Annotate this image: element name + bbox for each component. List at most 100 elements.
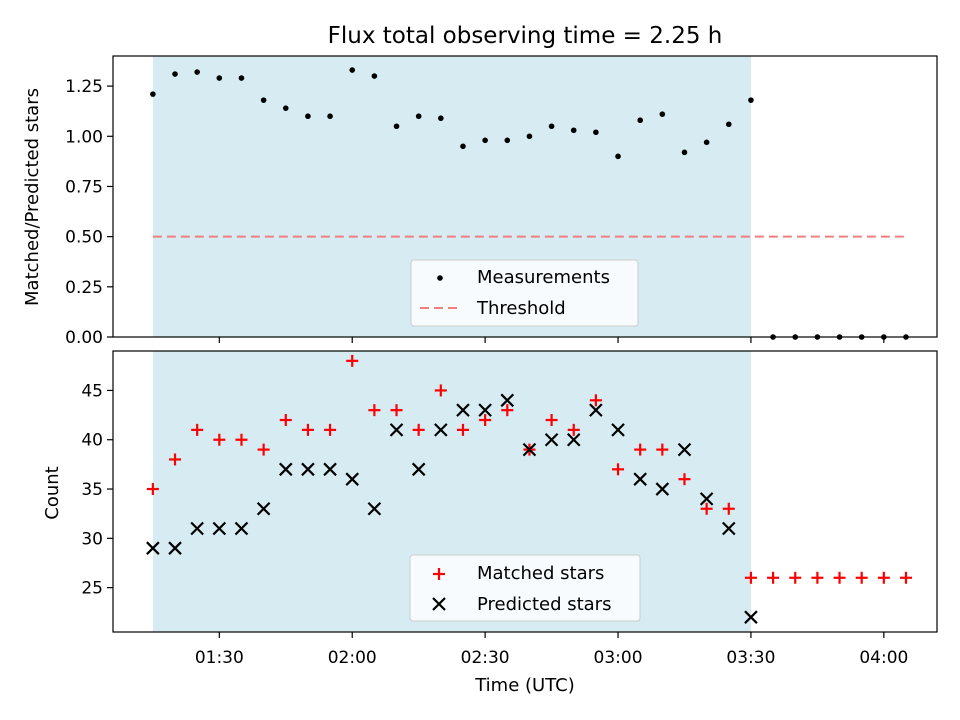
predicted-star-point [589, 403, 603, 417]
measurement-point [725, 121, 732, 128]
predicted-star-point [323, 462, 337, 477]
legend-threshold-label: Threshold [476, 298, 566, 319]
top-ytick-label: 0.75 [65, 177, 103, 197]
top-axes-frame [112, 55, 938, 338]
matched-star-point [700, 502, 713, 515]
matched-star-point [412, 423, 425, 436]
matched-star-point [279, 414, 292, 427]
measurement-point [615, 153, 621, 160]
predicted-star-point [544, 432, 559, 447]
predicted-star-point [500, 393, 515, 408]
xtick-label: 02:30 [461, 648, 510, 668]
matched-star-point [456, 423, 469, 436]
measurement-point [282, 105, 289, 111]
matched-star-point [744, 571, 757, 584]
xtick-label: 02:00 [328, 648, 377, 668]
matched-star-point [368, 404, 381, 417]
x-axis-label: Time (UTC) [474, 675, 575, 696]
predicted-star-point [234, 521, 249, 536]
bottom-panel: 25 30 35 40 45 01:30 02:00 02:30 03:00 03:30 04:0… [42, 350, 938, 696]
chart-title: Flux total observing time = 2.25 h [328, 23, 723, 49]
bottom-y-axis-label: Count [42, 466, 63, 519]
predicted-star-point [345, 472, 360, 486]
top-ytick-label: 1.25 [65, 77, 103, 97]
measurement-point [637, 117, 643, 124]
matched-star-point [811, 571, 824, 584]
matched-star-point [656, 443, 669, 456]
matched-star-point [213, 433, 226, 446]
measurement-point [438, 115, 444, 122]
measurement-point [260, 97, 267, 103]
bottom-ytick-label: 45 [81, 381, 103, 401]
matched-star-point [877, 571, 890, 584]
measurement-point [150, 91, 156, 97]
matched-star-point [567, 423, 580, 436]
matched-star-point [833, 571, 846, 584]
xtick-label: 04:00 [859, 648, 908, 668]
measurement-point [238, 75, 245, 81]
matched-star-point [678, 473, 691, 486]
matched-star-point [146, 483, 159, 496]
legend-predicted-label: Predicted stars [477, 594, 611, 615]
matched-star-point [789, 571, 802, 584]
bottom-legend-box [409, 554, 641, 622]
measurement-point [504, 137, 511, 144]
matched-star-point [346, 354, 359, 367]
predicted-star-point [367, 501, 382, 516]
matched-star-point [324, 423, 337, 436]
matched-star-point [855, 571, 868, 584]
measurement-point [659, 111, 666, 118]
legend-matched-marker [433, 568, 445, 580]
measurement-point [593, 129, 599, 136]
xtick-label: 03:30 [726, 648, 775, 668]
measurement-point [349, 67, 356, 73]
predicted-star-point [522, 442, 537, 457]
xtick-label: 03:00 [594, 648, 643, 668]
legend-measurements-marker [437, 275, 443, 281]
predicted-star-point [478, 403, 492, 417]
predicted-star-point [744, 610, 758, 624]
measurement-point [371, 73, 378, 79]
matched-star-point [235, 433, 248, 446]
predicted-star-point [434, 423, 448, 437]
measurement-point [460, 143, 466, 150]
matched-star-point [899, 571, 912, 584]
predicted-star-point [566, 432, 581, 447]
top-y-axis-label: Matched/Predicted stars [22, 88, 43, 306]
matched-star-point [767, 571, 780, 584]
bottom-ytick-label: 40 [81, 431, 103, 451]
matched-star-point [634, 443, 647, 456]
matched-star-point [169, 453, 182, 466]
measurement-point [482, 137, 488, 144]
top-legend-box [410, 259, 639, 327]
predicted-star-point [611, 423, 625, 437]
predicted-star-point [256, 501, 271, 516]
measurement-point [305, 113, 311, 120]
matched-star-point [545, 414, 558, 427]
predicted-star-point [655, 482, 670, 496]
predicted-star-point [168, 541, 182, 555]
matched-star-point [434, 384, 447, 397]
measurement-point [393, 123, 400, 130]
measurement-point [194, 69, 200, 75]
matched-star-point [301, 423, 314, 436]
top-ytick-label: 0.25 [65, 278, 103, 298]
measurement-point [415, 113, 422, 120]
measurement-point [216, 75, 223, 81]
top-legend: Measurements Threshold [410, 259, 639, 327]
predicted-star-point [212, 521, 227, 536]
bottom-ytick-label: 25 [81, 579, 103, 599]
measurement-point [526, 133, 533, 140]
top-ytick-label: 0.50 [65, 228, 103, 248]
predicted-star-point [677, 442, 692, 457]
measurement-point [748, 97, 754, 103]
top-ytick-label: 0.00 [65, 328, 103, 348]
matched-star-point [501, 404, 514, 417]
predicted-star-point [301, 462, 315, 477]
predicted-star-point [722, 521, 736, 536]
matched-star-point [257, 443, 270, 456]
measurement-point [681, 149, 688, 156]
legend-measurements-label: Measurements [477, 267, 610, 288]
bottom-ytick-label: 30 [81, 529, 103, 549]
